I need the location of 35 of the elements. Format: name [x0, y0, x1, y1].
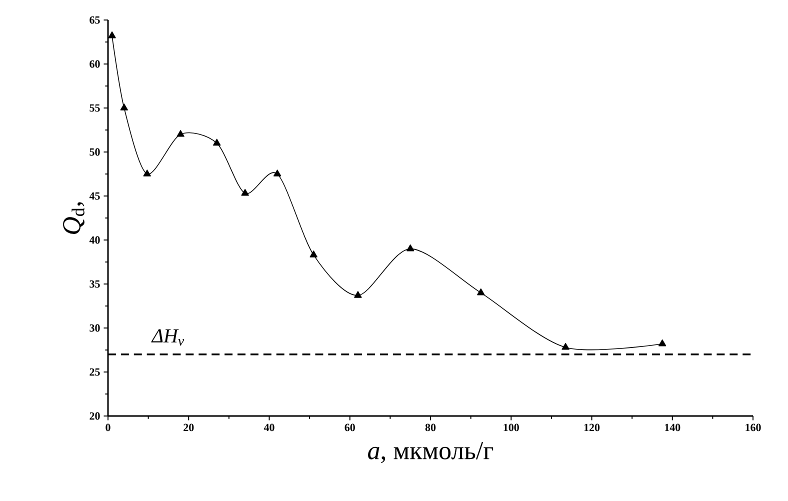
- y-tick-label: 55: [90, 104, 100, 112]
- point: [562, 342, 570, 350]
- point: [108, 31, 116, 38]
- point: [241, 188, 249, 196]
- point: [310, 250, 318, 258]
- x-tick-label: 140: [665, 424, 680, 432]
- x-tick-label: 20: [184, 424, 194, 432]
- x-tick-label: 120: [584, 424, 600, 432]
- y-tick-label: 35: [90, 280, 100, 288]
- y-tick-label: 30: [90, 324, 100, 332]
- point: [658, 339, 666, 346]
- y-tick-label: 20: [90, 412, 100, 420]
- point: [212, 138, 221, 146]
- x-tick-label: 40: [264, 424, 274, 432]
- point: [176, 130, 184, 137]
- point: [273, 170, 282, 176]
- point: [120, 104, 128, 110]
- y-tick-label: 45: [89, 192, 100, 200]
- point: [406, 244, 414, 252]
- point: [143, 170, 151, 176]
- x-axis-title: a, мкмоль/г: [368, 442, 494, 464]
- x-tick-label: 160: [746, 424, 761, 432]
- y-axis-title: Q$_{d}$,: [63, 202, 84, 234]
- point: [477, 288, 485, 296]
- x-tick-label: 80: [425, 424, 436, 432]
- y-tick-label: 60: [90, 60, 100, 68]
- y-tick-label: 40: [89, 236, 100, 244]
- x-tick-label: 0: [106, 424, 110, 432]
- x-tick-label: 100: [504, 424, 519, 432]
- ref-line-label: ΔH$_{v}$: [151, 329, 184, 346]
- y-tick-label: 25: [90, 368, 100, 376]
- y-tick-label: 50: [90, 148, 100, 156]
- y-tick-label: 65: [90, 16, 100, 24]
- point: [354, 291, 362, 298]
- x-tick-label: 60: [344, 424, 355, 432]
